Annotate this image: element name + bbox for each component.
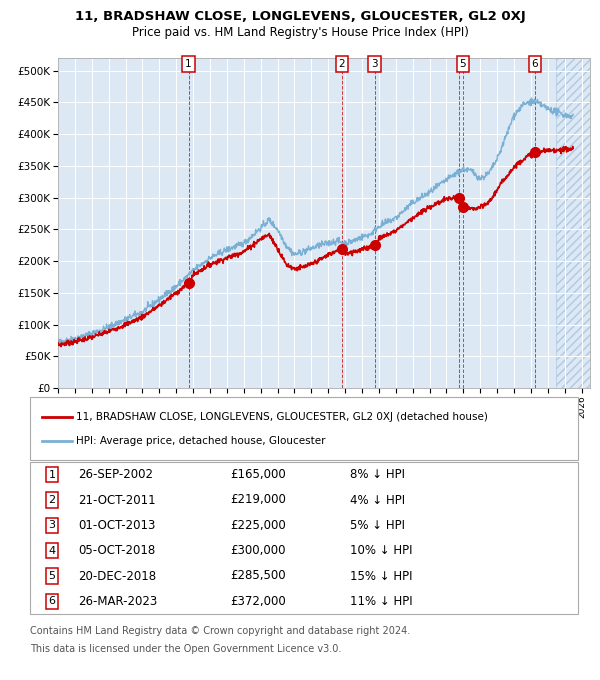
Text: HPI: Average price, detached house, Gloucester: HPI: Average price, detached house, Glou… xyxy=(76,436,325,446)
Text: £165,000: £165,000 xyxy=(230,468,286,481)
Text: 26-SEP-2002: 26-SEP-2002 xyxy=(78,468,153,481)
Text: 3: 3 xyxy=(49,520,56,530)
Text: 6: 6 xyxy=(532,59,538,69)
Text: 2: 2 xyxy=(338,59,345,69)
Text: 5: 5 xyxy=(49,571,56,581)
Text: 15% ↓ HPI: 15% ↓ HPI xyxy=(350,570,413,583)
Text: 6: 6 xyxy=(49,596,56,607)
Text: 5% ↓ HPI: 5% ↓ HPI xyxy=(350,519,405,532)
Text: 8% ↓ HPI: 8% ↓ HPI xyxy=(350,468,405,481)
Text: 2: 2 xyxy=(49,495,56,505)
Text: £372,000: £372,000 xyxy=(230,595,286,608)
Text: £219,000: £219,000 xyxy=(230,494,286,507)
Text: 4: 4 xyxy=(49,545,56,556)
Text: Contains HM Land Registry data © Crown copyright and database right 2024.: Contains HM Land Registry data © Crown c… xyxy=(30,626,410,636)
Text: 26-MAR-2023: 26-MAR-2023 xyxy=(78,595,157,608)
Text: 20-DEC-2018: 20-DEC-2018 xyxy=(78,570,156,583)
Text: 5: 5 xyxy=(460,59,466,69)
Text: This data is licensed under the Open Government Licence v3.0.: This data is licensed under the Open Gov… xyxy=(30,644,341,654)
Text: 1: 1 xyxy=(185,59,192,69)
Text: 11, BRADSHAW CLOSE, LONGLEVENS, GLOUCESTER, GL2 0XJ: 11, BRADSHAW CLOSE, LONGLEVENS, GLOUCEST… xyxy=(74,10,526,23)
Text: Price paid vs. HM Land Registry's House Price Index (HPI): Price paid vs. HM Land Registry's House … xyxy=(131,26,469,39)
Text: £285,500: £285,500 xyxy=(230,570,286,583)
Text: 3: 3 xyxy=(371,59,378,69)
Text: 05-OCT-2018: 05-OCT-2018 xyxy=(78,544,155,557)
Text: 11, BRADSHAW CLOSE, LONGLEVENS, GLOUCESTER, GL2 0XJ (detached house): 11, BRADSHAW CLOSE, LONGLEVENS, GLOUCEST… xyxy=(76,412,488,422)
Text: £300,000: £300,000 xyxy=(230,544,286,557)
Text: 1: 1 xyxy=(49,470,56,479)
Text: 01-OCT-2013: 01-OCT-2013 xyxy=(78,519,155,532)
Text: 10% ↓ HPI: 10% ↓ HPI xyxy=(350,544,413,557)
Text: 21-OCT-2011: 21-OCT-2011 xyxy=(78,494,155,507)
Text: 11% ↓ HPI: 11% ↓ HPI xyxy=(350,595,413,608)
Text: 4% ↓ HPI: 4% ↓ HPI xyxy=(350,494,405,507)
Text: £225,000: £225,000 xyxy=(230,519,286,532)
